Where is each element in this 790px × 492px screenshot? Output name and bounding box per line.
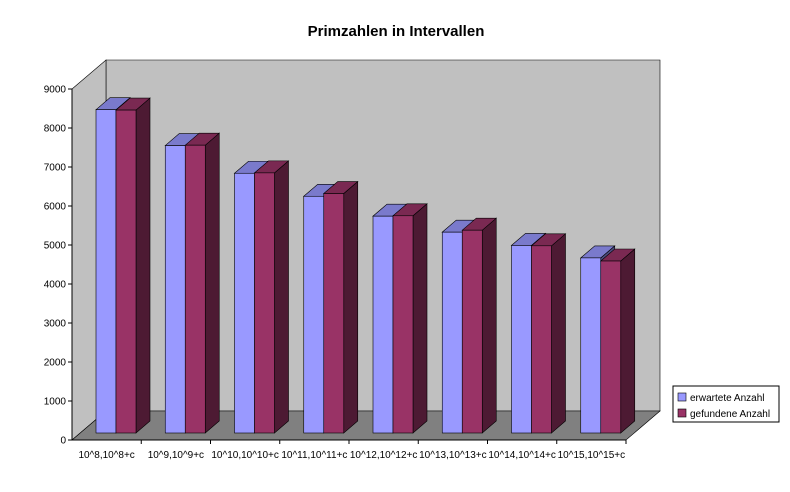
chart-bars	[95, 97, 636, 434]
legend-label: erwartete Anzahl	[690, 393, 765, 404]
x-tick-label: 10^14,10^14+c	[488, 450, 556, 461]
y-tick-label: 7000	[44, 163, 67, 174]
x-tick-label: 10^11,10^11+c	[281, 450, 347, 461]
y-tick-label: 4000	[44, 280, 67, 291]
x-tick-label: 10^15,10^15+c	[558, 450, 626, 461]
chart-title: Primzahlen in Intervallen	[308, 23, 485, 40]
chart-axes: 0 1000 2000 3000 4000 5000 6000 7000 8000 9000 10^…	[44, 85, 627, 461]
y-tick-label: 3000	[44, 319, 67, 330]
y-tick-label: 6000	[44, 202, 67, 213]
bar	[184, 132, 221, 434]
bar	[322, 180, 359, 434]
x-tick-label: 10^9,10^9+c	[148, 450, 204, 461]
y-tick-label: 9000	[44, 85, 67, 96]
x-tick-label: 10^13,10^13+c	[419, 450, 487, 461]
x-tick-label: 10^12,10^12+c	[350, 450, 418, 461]
legend-swatch	[677, 408, 687, 418]
x-tick-label: 10^10,10^10+c	[211, 450, 279, 461]
floor	[71, 410, 661, 441]
y-tick-label: 8000	[44, 124, 67, 135]
legend-box	[672, 385, 780, 423]
legend-swatch	[677, 392, 687, 402]
y-tick-label: 0	[60, 436, 66, 447]
bar	[392, 203, 428, 434]
chart-legend: erwartete Anzahl gefundene Anzahl	[672, 385, 780, 423]
bar	[599, 248, 636, 434]
bar	[253, 160, 290, 434]
y-tick-label: 5000	[44, 241, 67, 252]
bar	[115, 97, 151, 434]
bar	[461, 217, 498, 434]
x-tick-label: 10^8,10^8+c	[78, 450, 134, 461]
chart-walls	[71, 59, 661, 441]
y-tick-label: 1000	[44, 397, 67, 408]
bar	[530, 233, 567, 434]
y-tick-label: 2000	[44, 358, 67, 369]
legend-label: gefundene Anzahl	[690, 409, 770, 420]
